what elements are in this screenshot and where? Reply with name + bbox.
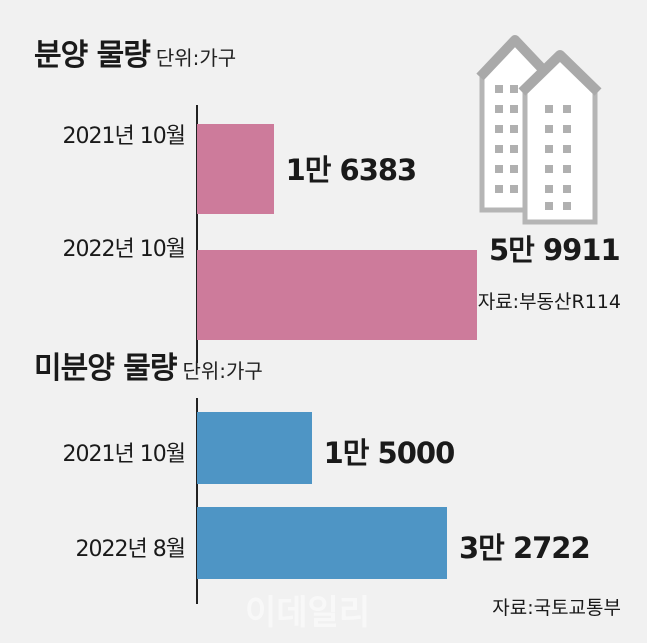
bar (197, 250, 477, 340)
category-label: 2021년 10월 (62, 442, 186, 467)
data-label: 5만 9911 (489, 233, 621, 267)
source-label: 자료:부동산R114 (477, 291, 621, 313)
bar (197, 124, 274, 214)
category-label: 2022년 10월 (62, 237, 186, 262)
bar (197, 507, 447, 579)
y-axis-line (196, 105, 198, 363)
chart-title: 미분양 물량 단위:가구 (34, 343, 263, 387)
watermark: 이데일리 (245, 593, 371, 633)
unit-label: 단위:가구 (182, 359, 263, 383)
apartment-buildings-icon (476, 35, 602, 225)
bar (197, 412, 312, 484)
category-label: 2022년 8월 (75, 537, 186, 562)
y-axis-line (196, 398, 198, 604)
chart-title: 분양 물량 단위:가구 (34, 30, 236, 74)
title-text: 분양 물량 (34, 38, 151, 73)
data-label: 1만 5000 (323, 436, 456, 470)
unit-label: 단위:가구 (155, 46, 237, 70)
source-label: 자료:국토교통부 (492, 597, 621, 619)
title-text: 미분양 물량 (34, 351, 177, 386)
data-label: 3만 2722 (459, 531, 591, 565)
category-label: 2021년 10월 (62, 124, 186, 149)
data-label: 1만 6383 (285, 153, 418, 187)
